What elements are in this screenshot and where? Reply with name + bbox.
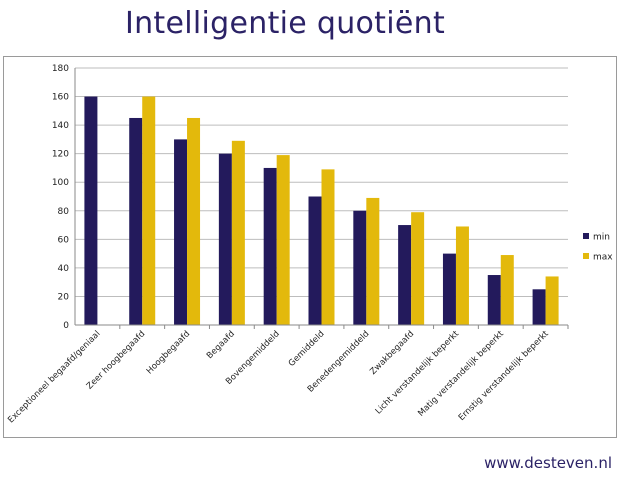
y-tick-label: 80 <box>58 207 70 217</box>
bar-min <box>84 96 98 325</box>
y-tick-label: 140 <box>52 121 69 131</box>
x-category-label: Ernstig verstandelijk beperkt <box>457 329 551 423</box>
bar-max <box>231 140 245 325</box>
page-title: Intelligentie quotiënt <box>124 6 446 41</box>
bars-layer <box>84 96 559 325</box>
x-category-label: Zwakbegaafd <box>368 329 416 377</box>
bar-max <box>500 255 514 325</box>
bar-max <box>455 226 469 325</box>
bar-min <box>263 167 277 325</box>
y-tick-label: 120 <box>52 150 69 160</box>
legend-label-max: max <box>593 253 613 263</box>
y-tick-label: 0 <box>63 321 69 331</box>
bar-max <box>142 96 156 325</box>
bar-min <box>218 153 232 325</box>
bar-max <box>366 197 380 325</box>
bar-max <box>276 155 290 325</box>
y-tick-label: 180 <box>52 64 69 74</box>
x-category-label: Licht verstandelijk beperkt <box>374 329 462 417</box>
y-tick-label: 60 <box>58 235 70 245</box>
legend-swatch-max <box>583 253 589 259</box>
legend-label-min: min <box>593 233 610 243</box>
x-category-label: Exceptioneel begaafd/geniaal <box>6 329 102 425</box>
legend: min max <box>583 233 613 263</box>
x-category-label: Gemiddeld <box>287 329 327 369</box>
bar-min <box>129 117 143 325</box>
bar-min <box>487 275 501 325</box>
x-category-label: Matig verstandelijk beperkt <box>416 329 506 419</box>
y-tick-label: 20 <box>58 292 70 302</box>
y-tick-label: 40 <box>58 264 70 274</box>
bar-min <box>442 253 456 325</box>
bar-min <box>353 210 367 325</box>
bar-min <box>308 196 322 325</box>
legend-swatch-min <box>583 233 589 239</box>
bar-min <box>532 289 546 325</box>
bar-max <box>187 117 201 325</box>
bar-min <box>174 139 188 325</box>
x-category-label: Hoogbegaafd <box>145 329 192 376</box>
y-tick-label: 100 <box>52 178 69 188</box>
bar-max <box>321 169 335 325</box>
bar-min <box>398 225 412 325</box>
y-tick-label: 160 <box>52 93 69 103</box>
bar-max <box>411 212 425 325</box>
website-footer[interactable]: www.desteven.nl <box>484 454 612 472</box>
x-category-label: Begaafd <box>205 329 237 361</box>
bar-max <box>545 276 559 325</box>
